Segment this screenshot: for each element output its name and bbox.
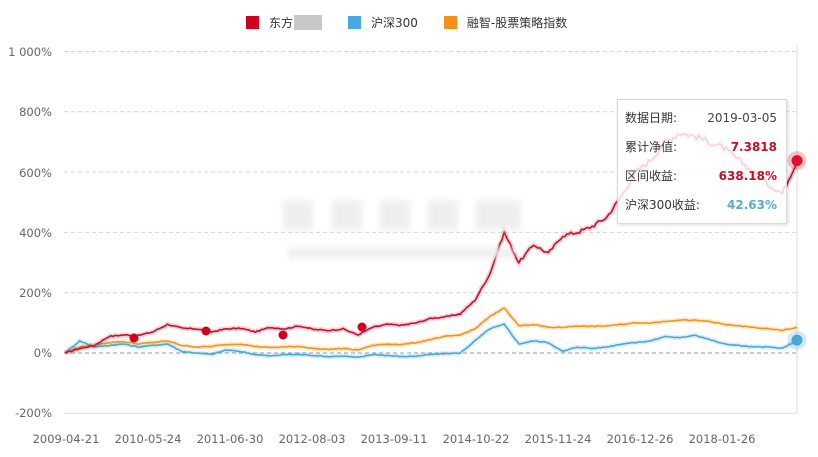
y-tick-800: 800%	[19, 105, 52, 119]
legend-label-hs300: 沪深300	[371, 16, 418, 30]
legend-swatch-fund-icon	[246, 16, 259, 29]
watermark-block	[380, 200, 410, 230]
legend-label-index: 融智-股票策略指数	[466, 16, 568, 30]
x-tick-6: 2015-11-24	[524, 432, 592, 446]
tooltip-date-value: 2019-03-05	[707, 110, 777, 125]
legend-swatch-index-icon	[443, 16, 457, 29]
y-tick-600: 600%	[19, 166, 52, 180]
legend: 东方 沪深300 融智-股票策略指数	[246, 14, 593, 31]
watermark-subline	[288, 248, 513, 258]
x-tick-5: 2014-10-22	[442, 432, 510, 446]
tooltip-date-label: 数据日期:	[625, 111, 678, 125]
tooltip-hs300-row: 沪深300收益: 42.63%	[625, 196, 777, 213]
legend-label-fund: 东方	[269, 16, 294, 30]
watermark-block	[332, 200, 362, 230]
watermark-block	[283, 200, 313, 230]
y-tick-1000: 1 000%	[8, 45, 52, 59]
legend-item-fund[interactable]: 东方	[246, 14, 323, 31]
y-tick-200: 200%	[19, 286, 52, 300]
x-tick-7: 2016-12-26	[606, 432, 674, 446]
legend-item-index[interactable]: 融智-股票策略指数	[443, 14, 568, 31]
redaction-mask	[294, 15, 323, 30]
x-tick-0: 2009-04-21	[32, 432, 100, 446]
y-tick-400: 400%	[19, 226, 52, 240]
tooltip-hs300-value: 42.63%	[727, 197, 777, 212]
x-tick-3: 2012-08-03	[278, 432, 346, 446]
tooltip-nav-label: 累计净值:	[625, 140, 678, 154]
y-tick-0: 0%	[33, 346, 52, 360]
x-tick-4: 2013-09-11	[360, 432, 428, 446]
tooltip-hs300-label: 沪深300收益:	[625, 198, 700, 212]
watermark-block	[476, 200, 521, 230]
x-tick-8: 2018-01-26	[688, 432, 756, 446]
data-tooltip: 数据日期: 2019-03-05 累计净值: 7.3818 区间收益: 638.…	[617, 99, 787, 224]
x-tick-2: 2011-06-30	[196, 432, 264, 446]
tooltip-nav-value: 7.3818	[730, 139, 777, 154]
tooltip-date-row: 数据日期: 2019-03-05	[625, 109, 777, 126]
tooltip-return-row: 区间收益: 638.18%	[625, 167, 777, 184]
y-tick-neg200: -200%	[14, 406, 52, 420]
x-tick-1: 2010-05-24	[114, 432, 182, 446]
series-markers	[129, 151, 807, 350]
legend-item-hs300[interactable]: 沪深300	[348, 14, 418, 31]
tooltip-return-label: 区间收益:	[625, 169, 678, 183]
tooltip-nav-row: 累计净值: 7.3818	[625, 138, 777, 155]
tooltip-return-value: 638.18%	[718, 168, 777, 183]
legend-swatch-hs300-icon	[348, 16, 362, 29]
watermark-block	[428, 200, 458, 230]
